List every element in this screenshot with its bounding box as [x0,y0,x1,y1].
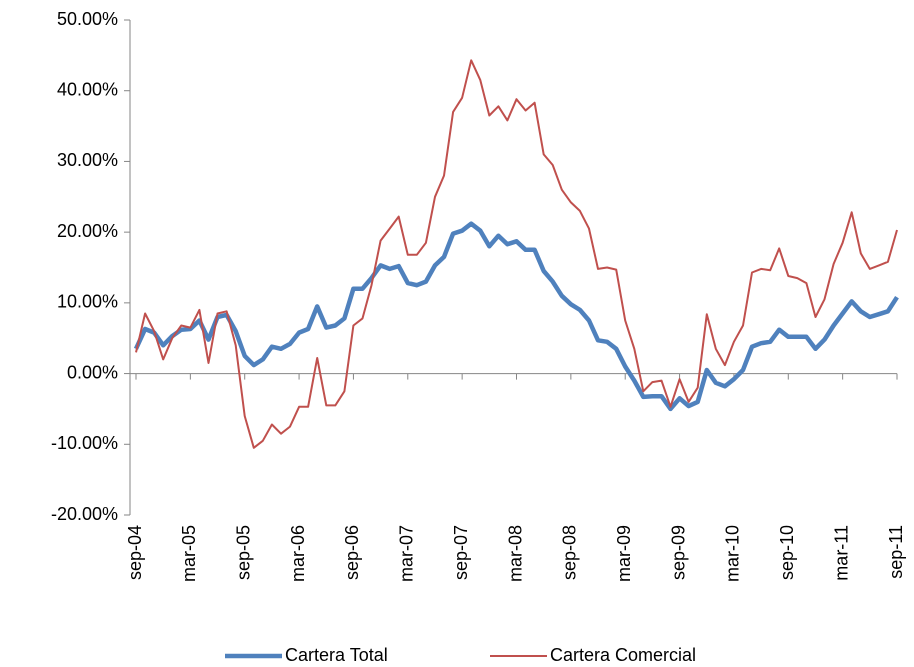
y-tick-label: 40.00% [57,79,118,99]
x-tick-label: mar-11 [831,525,851,581]
x-tick-label: mar-08 [505,525,525,582]
x-tick-label: sep-08 [560,525,580,580]
y-tick-label: 10.00% [57,292,118,312]
x-tick-label: sep-06 [342,525,362,580]
legend-label: Cartera Comercial [550,645,696,665]
x-tick-label: mar-05 [179,525,199,582]
y-tick-label: -10.00% [51,433,118,453]
x-tick-label: sep-10 [777,525,797,580]
y-tick-label: 20.00% [57,221,118,241]
x-tick-label: sep-07 [451,525,471,580]
y-tick-label: -20.00% [51,504,118,524]
x-tick-label: sep-04 [125,525,145,580]
x-tick-label: mar-07 [397,525,417,582]
y-tick-label: 30.00% [57,150,118,170]
x-tick-label: sep-09 [668,525,688,580]
x-tick-label: mar-06 [288,525,308,582]
y-tick-label: 50.00% [57,9,118,29]
x-tick-label: sep-11 [886,525,906,579]
x-tick-label: mar-09 [614,525,634,582]
line-series [133,221,899,412]
x-tick-label: mar-10 [723,525,743,582]
legend-label: Cartera Total [285,645,388,665]
x-tick-label: sep-05 [233,525,253,580]
line-series [135,59,898,449]
y-tick-label: 0.00% [67,362,118,382]
